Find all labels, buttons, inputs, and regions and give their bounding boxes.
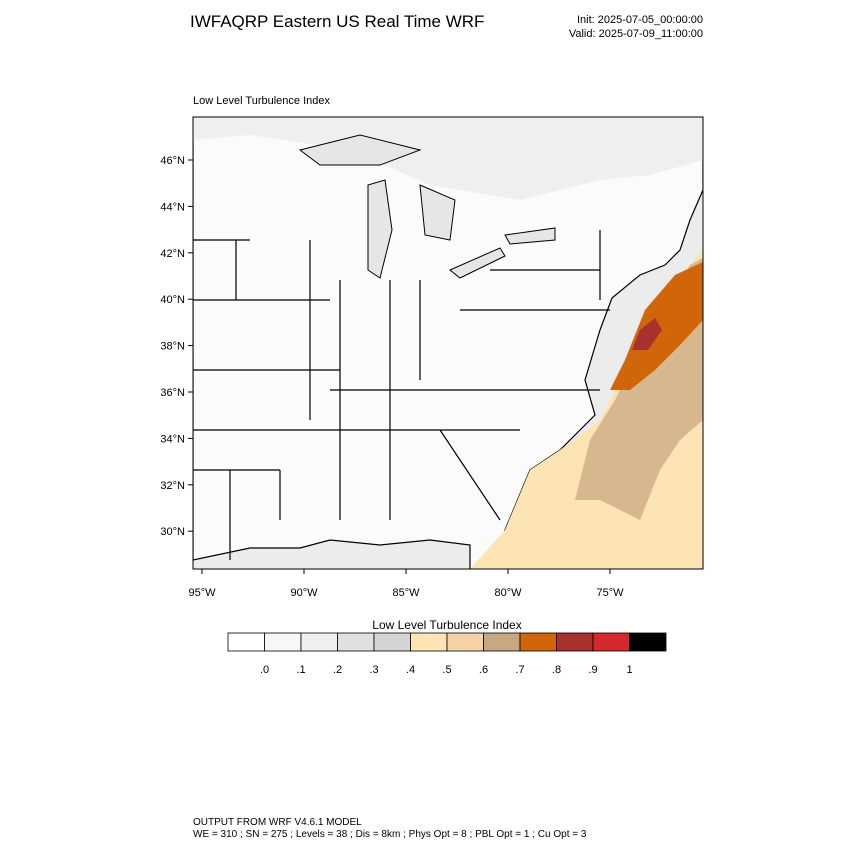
- canada-shade: [193, 117, 703, 200]
- colorbar-box: [483, 632, 521, 652]
- lon-label: 90°W: [290, 587, 318, 599]
- lat-label: 32°N: [160, 480, 185, 492]
- lat-label: 44°N: [160, 201, 185, 213]
- colorbar-box: [373, 632, 411, 652]
- colorbar-box: [410, 632, 448, 652]
- colorbar-box: [300, 632, 338, 652]
- lon-label: 75°W: [596, 587, 624, 599]
- colorbar-label: .7: [515, 664, 524, 676]
- map: [193, 117, 703, 569]
- index-09: [632, 318, 662, 350]
- lon-label: 80°W: [494, 587, 522, 599]
- lat-label: 34°N: [160, 433, 185, 445]
- colorbar-label: .5: [442, 664, 451, 676]
- colorbar-label: .3: [369, 664, 378, 676]
- state-borders: [193, 230, 610, 560]
- footer-line: WE = 310 ; SN = 275 ; Levels = 38 ; Dis …: [193, 829, 587, 840]
- lon-label: 95°W: [188, 587, 216, 599]
- colorbar-box: [629, 632, 667, 652]
- colorbar-box: [337, 632, 375, 652]
- colorbar-box: [227, 632, 265, 652]
- lake-michigan: [367, 179, 393, 279]
- lat-label: 40°N: [160, 294, 185, 306]
- footer-line: OUTPUT FROM WRF V4.6.1 MODEL: [193, 817, 362, 828]
- lake-erie: [449, 247, 506, 279]
- colorbar-title: Low Level Turbulence Index: [372, 618, 521, 632]
- valid-time: Valid: 2025-07-09_11:00:00: [569, 28, 703, 40]
- lake-ontario: [504, 227, 556, 245]
- lat-label: 36°N: [160, 387, 185, 399]
- colorbar-label: .2: [333, 664, 342, 676]
- lat-label: 42°N: [160, 248, 185, 260]
- colorbar-box: [592, 632, 630, 652]
- lat-label: 30°N: [160, 526, 185, 538]
- colorbar-box: [519, 632, 557, 652]
- colorbar-box: [446, 632, 484, 652]
- colorbar-box: [264, 632, 302, 652]
- init-time: Init: 2025-07-05_00:00:00: [577, 14, 703, 26]
- lat-label: 38°N: [160, 341, 185, 353]
- colorbar-label: .4: [406, 664, 415, 676]
- colorbar-label: .8: [552, 664, 561, 676]
- map-frame: [192, 116, 704, 570]
- colorbar-label: .6: [479, 664, 488, 676]
- colorbar-box: [556, 632, 594, 652]
- lake-superior: [298, 134, 422, 166]
- lat-label: 46°N: [160, 155, 185, 167]
- lon-label: 85°W: [392, 587, 420, 599]
- map-subtitle: Low Level Turbulence Index: [193, 95, 330, 107]
- title: IWFAQRP Eastern US Real Time WRF: [190, 12, 484, 31]
- colorbar-label: 1: [626, 664, 632, 676]
- colorbar-label: .1: [296, 664, 305, 676]
- colorbar-label: .9: [588, 664, 597, 676]
- colorbar-label: .0: [260, 664, 269, 676]
- lake-huron: [419, 184, 456, 241]
